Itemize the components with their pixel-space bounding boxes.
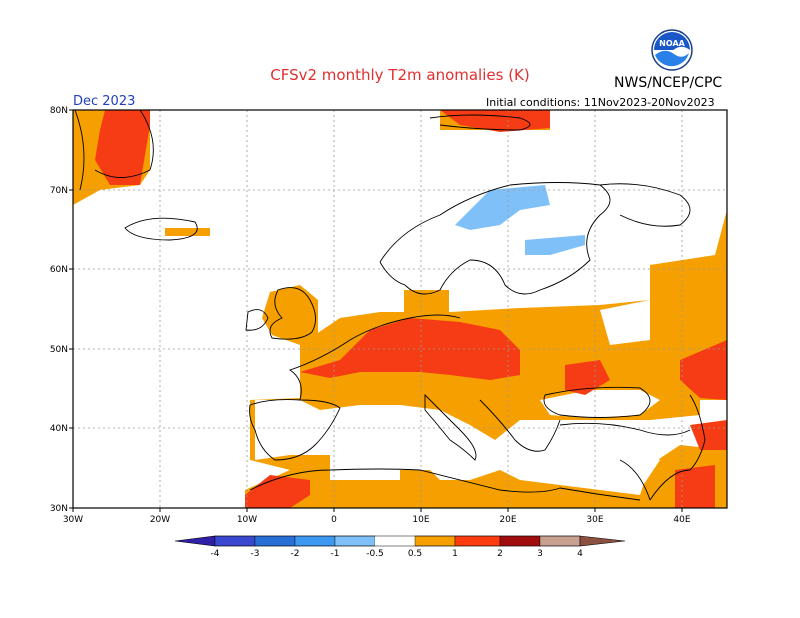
- lon-label-0: 30W: [63, 515, 83, 525]
- neutral-region-central-med: [440, 440, 490, 478]
- anomaly-red-romania: [565, 360, 610, 395]
- coast-turkey: [559, 422, 691, 436]
- legend-label-1: -3: [251, 549, 260, 559]
- anomaly-blue-finland: [525, 235, 585, 255]
- lat-label-4: 40N: [50, 424, 68, 434]
- logo-text: NOAA: [659, 39, 685, 48]
- anomaly-region-britain: [262, 285, 318, 345]
- legend-label-9: 4: [577, 549, 583, 559]
- legend-swatch-5: [414, 535, 456, 547]
- coastlines: [74, 110, 706, 501]
- coast-greenland: [74, 110, 154, 191]
- legend-arrow-low: [174, 535, 216, 547]
- lon-label-1: 20W: [150, 515, 170, 525]
- legend-label-7: 2: [497, 549, 503, 559]
- legend-swatch-3: [334, 535, 376, 547]
- legend-label-4: -0.5: [366, 549, 384, 559]
- organization-label: NWS/NCEP/CPC: [614, 75, 723, 91]
- coast-levant: [619, 459, 691, 501]
- legend-swatch-8: [539, 535, 581, 547]
- neutral-region-eastern-med: [540, 430, 660, 490]
- legend-arrow-high: [579, 535, 626, 547]
- lat-label-1: 70N: [50, 186, 68, 196]
- anomaly-red-southern-russia: [680, 340, 727, 400]
- legend-label-6: 1: [452, 549, 458, 559]
- legend-label-2: -2: [291, 549, 300, 559]
- anomaly-red-morocco: [245, 475, 310, 508]
- coast-black-sea: [543, 386, 651, 418]
- neutral-regions: [290, 300, 660, 490]
- anomaly-blue-regions: [455, 185, 585, 255]
- valid-month-label: Dec 2023: [73, 94, 136, 109]
- legend-swatch-0: [214, 535, 256, 547]
- map-title: CFSv2 monthly T2m anomalies (K): [270, 66, 530, 84]
- legend-label-8: 3: [537, 549, 543, 559]
- longitude-axis: 30W 20W 10W 0 10E 20E 30E 40E: [63, 508, 691, 525]
- coast-iceland: [124, 217, 198, 241]
- legend-swatch-2: [294, 535, 336, 547]
- lon-label-2: 10W: [237, 515, 257, 525]
- lon-label-4: 10E: [412, 515, 429, 525]
- lat-label-0: 80N: [50, 106, 68, 116]
- lat-label-3: 50N: [50, 345, 68, 355]
- coast-caspian: [689, 394, 706, 471]
- anomaly-region-denmark: [404, 290, 449, 312]
- coast-ireland: [245, 309, 269, 331]
- anomaly-red-svalbard: [440, 110, 550, 132]
- legend-swatch-7: [499, 535, 541, 547]
- map-frame: [72, 109, 728, 509]
- noaa-logo-icon: NOAA: [651, 29, 693, 71]
- coast-italy: [424, 393, 477, 461]
- lon-label-7: 40E: [673, 515, 690, 525]
- lon-label-5: 20E: [499, 515, 516, 525]
- coast-great-britain: [269, 287, 316, 340]
- lat-label-5: 30N: [50, 504, 68, 514]
- neutral-region-black-sea: [540, 390, 660, 418]
- legend-swatch-6: [454, 535, 501, 547]
- coast-balkans: [479, 399, 561, 452]
- neutral-region-western-med: [290, 405, 430, 478]
- anomaly-red-greenland: [95, 110, 150, 185]
- coast-scandinavia: [379, 182, 611, 295]
- initial-conditions-label: Initial conditions: 11Nov2023-20Nov2023: [486, 96, 715, 109]
- lat-label-2: 60N: [50, 265, 68, 275]
- legend-swatch-1: [254, 535, 296, 547]
- coast-kola: [599, 183, 691, 227]
- anomaly-blue-scandinavia: [455, 185, 550, 230]
- anomaly-region-iceland: [165, 228, 210, 236]
- legend-swatch-4: [375, 536, 415, 546]
- coast-svalbard: [429, 114, 531, 131]
- graticule: [73, 110, 727, 508]
- coast-france-benelux: [288, 314, 461, 401]
- coast-north-africa: [249, 468, 641, 501]
- anomaly-red-caucasus: [690, 420, 727, 450]
- neutral-region-russia: [600, 300, 650, 345]
- lon-label-6: 30E: [586, 515, 603, 525]
- legend-label-3: -1: [331, 549, 340, 559]
- lon-label-3: 0: [331, 515, 337, 525]
- anomaly-red-middle-east: [675, 465, 715, 508]
- legend-label-5: 0.5: [408, 549, 422, 559]
- legend-label-0: -4: [211, 549, 220, 559]
- latitude-axis: 80N 70N 60N 50N 40N 30N: [50, 106, 73, 514]
- color-legend: -4 -3 -2 -1 -0.5 0.5 1 2 3 4: [174, 535, 626, 559]
